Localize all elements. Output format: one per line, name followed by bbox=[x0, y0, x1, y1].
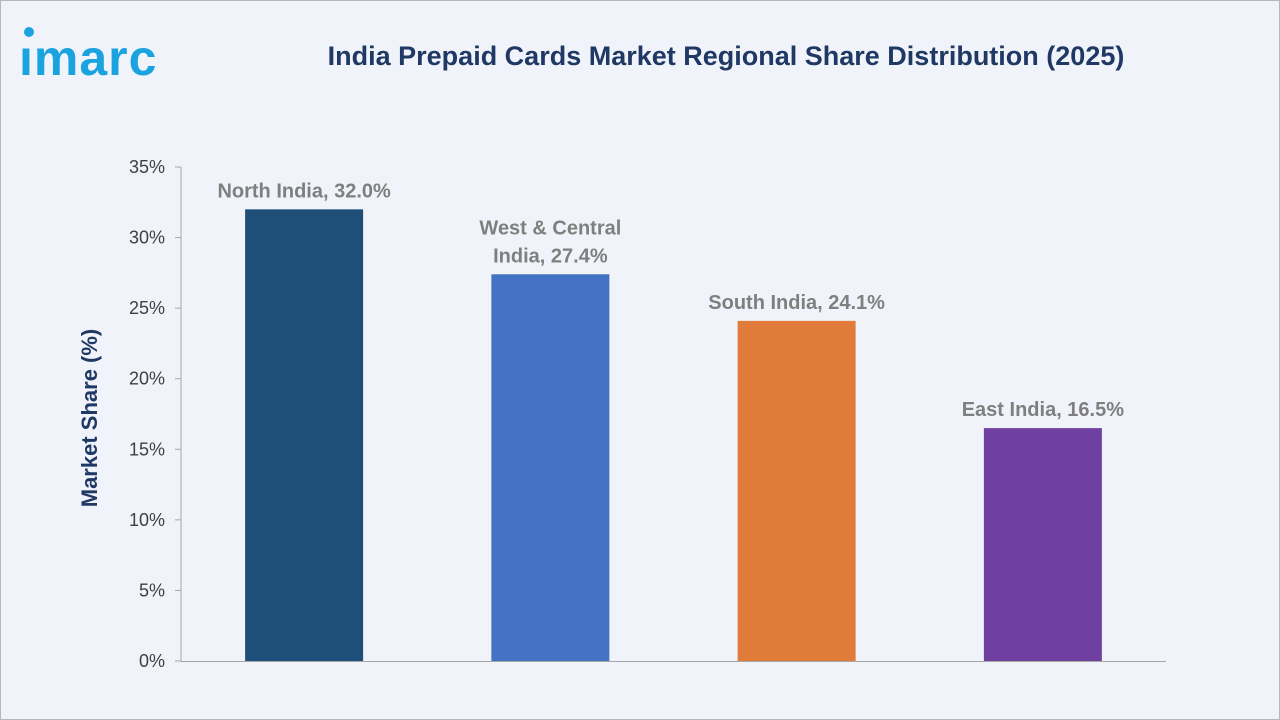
bar-data-label: India, 27.4% bbox=[493, 245, 608, 267]
axes: 0% 5% 10% 15% 20% 25% 30% 35% Market Share (%) bbox=[77, 157, 1166, 671]
y-tick-label: 15% bbox=[129, 439, 165, 459]
bar bbox=[983, 428, 1102, 661]
y-tick-label: 30% bbox=[129, 228, 165, 248]
imarc-logo: ımarc bbox=[19, 27, 157, 86]
bar bbox=[245, 209, 364, 662]
y-tick-label: 35% bbox=[129, 157, 165, 177]
y-tick-label: 25% bbox=[129, 298, 165, 318]
y-tick-label: 20% bbox=[129, 369, 165, 389]
y-tick-label: 10% bbox=[129, 510, 165, 530]
bar-data-label: North India, 32.0% bbox=[217, 180, 391, 202]
bar bbox=[737, 320, 856, 661]
y-axis-title: Market Share (%) bbox=[77, 329, 102, 508]
bar-data-label: East India, 16.5% bbox=[962, 399, 1125, 421]
y-tick-label: 5% bbox=[139, 580, 165, 600]
bar bbox=[491, 274, 610, 661]
data-labels: North India, 32.0% West & Central India, 2… bbox=[217, 180, 1124, 421]
svg-text:ımarc: ımarc bbox=[19, 30, 157, 86]
bars bbox=[245, 209, 1102, 662]
y-tick-label: 0% bbox=[139, 651, 165, 671]
chart-title: India Prepaid Cards Market Regional Shar… bbox=[327, 41, 1125, 71]
bar-data-label: West & Central bbox=[479, 217, 621, 239]
bar-data-label: South India, 24.1% bbox=[708, 292, 885, 314]
